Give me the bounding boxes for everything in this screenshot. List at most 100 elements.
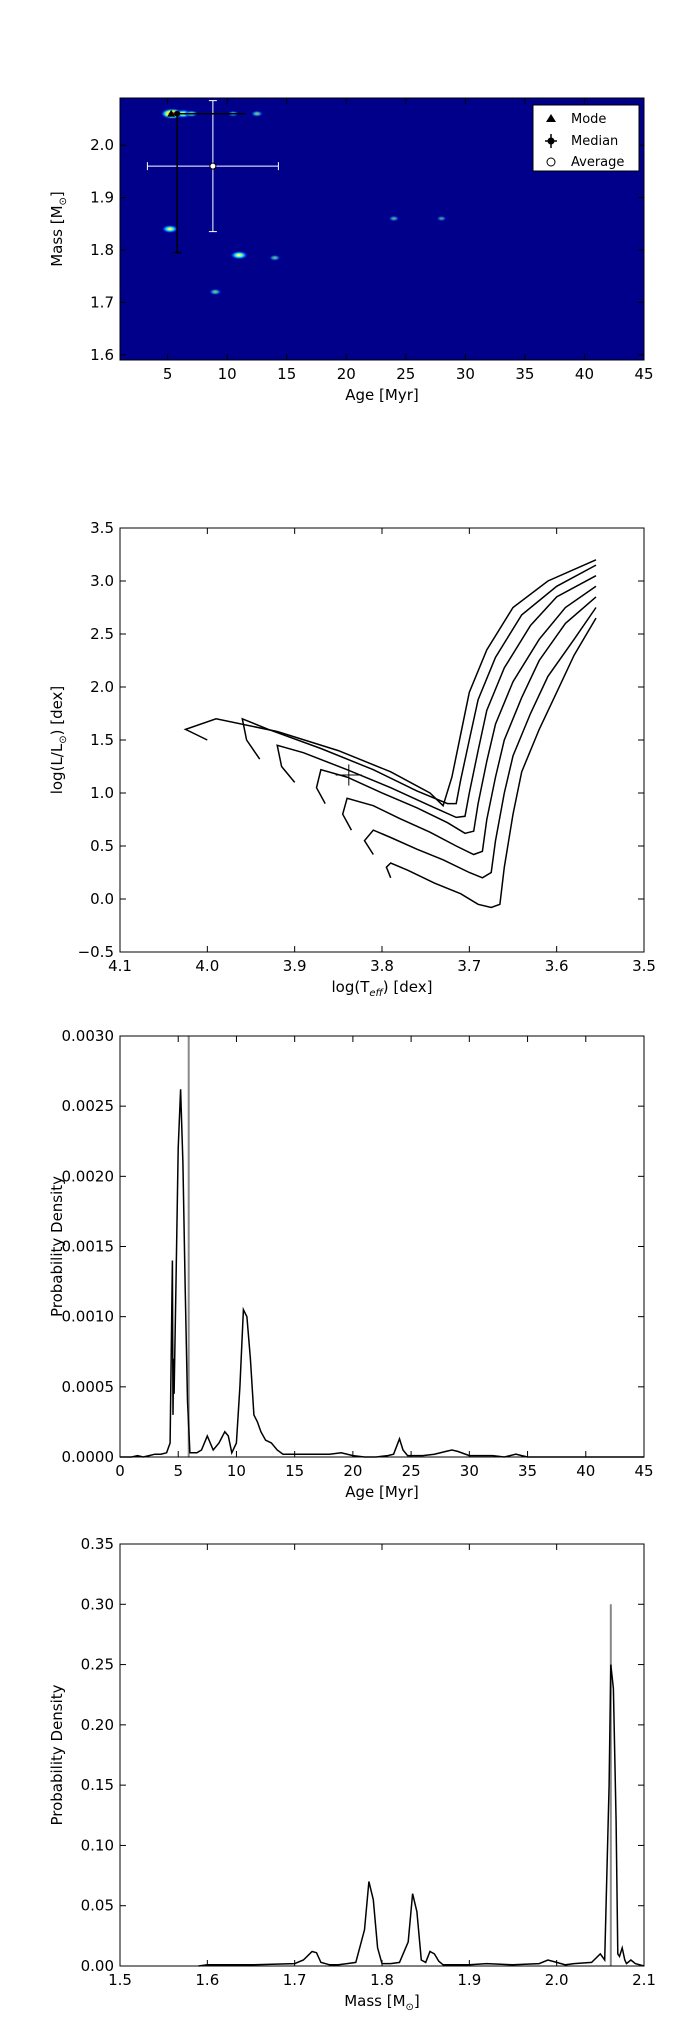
x-tick-label: 1.8 xyxy=(370,1971,394,1989)
x-tick-label: 30 xyxy=(456,365,475,383)
heatmap-blob xyxy=(268,254,281,262)
y-tick-label: 1.5 xyxy=(90,731,114,749)
x-tick-label: 15 xyxy=(277,365,296,383)
x-tick-label: 2.0 xyxy=(545,1971,569,1989)
x-axis-label: Age [Myr] xyxy=(345,1483,418,1501)
y-tick-label: 0.35 xyxy=(81,1535,114,1553)
y-tick-label: 1.0 xyxy=(90,784,114,802)
y-tick-label: 0.0010 xyxy=(62,1308,115,1326)
x-tick-label: 1.6 xyxy=(195,1971,219,1989)
y-tick-label: 0.15 xyxy=(81,1776,114,1794)
x-tick-label: 20 xyxy=(337,365,356,383)
y-tick-label: 1.7 xyxy=(90,293,114,311)
y-axis-label-end: ] xyxy=(48,191,66,197)
y-axis-label-text: log(L/L xyxy=(48,743,66,794)
heatmap-blob xyxy=(388,215,400,222)
x-tick-label: 15 xyxy=(285,1462,304,1480)
y-axis-label: Probability Density xyxy=(48,1176,66,1317)
heatmap-blob xyxy=(250,110,264,118)
isochrone-track xyxy=(241,564,597,805)
mass-pdf-plot: 1.5 1.6 1.7 1.8 1.9 2.0 2.1 0.00 0.05 0.10 0.15 0.2… xyxy=(48,1535,656,2013)
y-axis-label-text: Probability Density xyxy=(48,1176,66,1317)
x-tick-label: 3.9 xyxy=(283,957,307,975)
y-tick-label: 0.10 xyxy=(81,1836,114,1854)
x-axis-label-sub: ⊙ xyxy=(406,2002,414,2013)
y-tick-label: 2.5 xyxy=(90,625,114,643)
x-tick-label: 30 xyxy=(460,1462,479,1480)
pdf-curve xyxy=(120,1089,644,1458)
average-marker xyxy=(209,162,217,170)
x-axis-label-text: Mass [M xyxy=(344,1992,405,2010)
pdf-curve xyxy=(198,1664,645,1967)
y-tick-label: 0.05 xyxy=(81,1897,114,1915)
y-tick-label: 0.0000 xyxy=(62,1448,115,1466)
x-tick-label: 2.1 xyxy=(632,1971,656,1989)
y-tick-label: 0.0020 xyxy=(62,1167,115,1185)
x-tick-label: 20 xyxy=(343,1462,362,1480)
x-tick-label: 5 xyxy=(173,1462,183,1480)
x-tick-label: 10 xyxy=(218,365,237,383)
y-tick-label: 0.0 xyxy=(90,890,114,908)
x-tick-label: 4.1 xyxy=(108,957,132,975)
x-axis-label-text: Age [Myr] xyxy=(345,386,418,404)
x-axis-label-text: log(T xyxy=(332,978,371,996)
x-tick-label: 1.5 xyxy=(108,1971,132,1989)
x-tick-label: 40 xyxy=(575,365,594,383)
legend-mode-marker xyxy=(546,114,556,122)
heatmap-blob xyxy=(436,215,447,222)
x-axis-label-end: ] xyxy=(414,1992,420,2010)
heatmap-blob xyxy=(229,250,249,260)
y-tick-label: 0.0030 xyxy=(62,1027,115,1045)
x-axis-label-end: ) [dex] xyxy=(383,978,433,996)
mass-age-heatmap: 5 10 15 20 25 30 35 40 45 1.6 1.7 1.8 1.9 2.0 Age [Myr… xyxy=(48,97,654,404)
x-tick-label: 3.7 xyxy=(457,957,481,975)
y-tick-label: 0.00 xyxy=(81,1957,114,1975)
age-pdf-plot: 0 5 10 15 20 25 30 35 40 45 0.0000 0.0005 0.0010 0.00… xyxy=(48,1027,654,1501)
x-tick-label: 3.5 xyxy=(632,957,656,975)
x-tick-label: 40 xyxy=(576,1462,595,1480)
x-tick-label: 45 xyxy=(634,365,653,383)
x-axis-label: log(Teff) [dex] xyxy=(332,978,433,999)
y-tick-label: 2.0 xyxy=(90,678,114,696)
plot-background xyxy=(120,528,644,952)
plot-background xyxy=(120,1036,644,1457)
y-tick-label: 0.0025 xyxy=(62,1097,115,1115)
y-tick-label: 2.0 xyxy=(90,136,114,154)
x-axis-label: Age [Myr] xyxy=(345,386,418,404)
isochrone-track xyxy=(341,596,597,856)
x-axis-label-sub: eff xyxy=(369,988,384,999)
isochrone-track xyxy=(183,559,597,808)
isochrone-track xyxy=(363,607,597,879)
x-tick-label: 3.8 xyxy=(370,957,394,975)
median-marker xyxy=(174,110,181,117)
isochrone-track xyxy=(315,585,597,835)
x-tick-label: 4.0 xyxy=(195,957,219,975)
x-tick-label: 0 xyxy=(115,1462,125,1480)
y-tick-label: 1.8 xyxy=(90,241,114,259)
x-tick-label: 1.9 xyxy=(457,1971,481,1989)
x-tick-label: 10 xyxy=(227,1462,246,1480)
y-axis-label: log(L/L⊙) [dex] xyxy=(48,686,69,795)
heatmap-blob xyxy=(161,224,179,234)
y-axis-label-sub: ⊙ xyxy=(58,735,69,743)
x-tick-label: 5 xyxy=(163,365,173,383)
legend-average-marker xyxy=(546,157,556,167)
x-axis-label-text: Age [Myr] xyxy=(345,1483,418,1501)
y-tick-label: −0.5 xyxy=(78,943,114,961)
y-axis-label: Mass [M⊙] xyxy=(48,191,69,267)
legend-entry-mode: Mode xyxy=(571,112,606,127)
y-axis-label: Probability Density xyxy=(48,1684,66,1825)
y-axis-label-sub: ⊙ xyxy=(58,197,69,205)
heatmap-blob xyxy=(208,288,222,296)
y-tick-label: 0.0005 xyxy=(62,1378,115,1396)
x-axis-label: Mass [M⊙] xyxy=(344,1992,420,2013)
y-tick-label: 0.30 xyxy=(81,1595,114,1613)
y-tick-label: 0.20 xyxy=(81,1716,114,1734)
x-tick-label: 1.7 xyxy=(283,1971,307,1989)
y-tick-label: 1.6 xyxy=(90,346,114,364)
plot-background xyxy=(120,1544,644,1966)
x-tick-label: 25 xyxy=(402,1462,421,1480)
y-tick-label: 0.0015 xyxy=(62,1238,115,1256)
y-tick-label: 3.0 xyxy=(90,572,114,590)
